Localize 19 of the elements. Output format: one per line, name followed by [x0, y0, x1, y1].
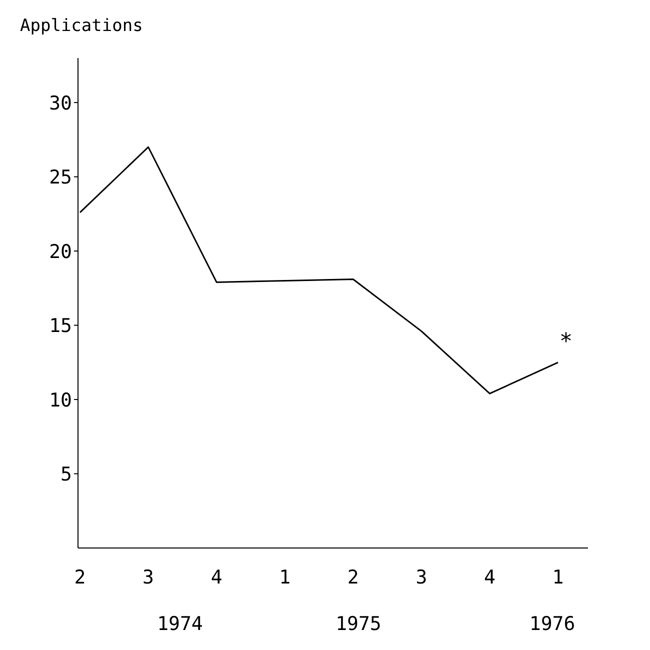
- y-axis-title: Applications: [20, 16, 143, 36]
- annotation: *: [559, 329, 573, 354]
- x-tick-label: 1: [552, 566, 564, 588]
- x-tick-label: 4: [210, 566, 222, 588]
- y-tick-label: 20: [49, 240, 72, 263]
- x-tick-label: 4: [484, 566, 496, 588]
- y-tick-label: 25: [49, 166, 72, 189]
- y-tick-label: 30: [49, 92, 72, 114]
- text: 1974: [156, 613, 204, 635]
- x-tick-label: 1: [279, 566, 291, 588]
- x-tick-label: 3: [416, 566, 428, 588]
- y-tick-label: 5: [60, 464, 72, 486]
- text: 1975: [334, 613, 382, 635]
- x-tick-label: 2: [74, 566, 86, 588]
- x-tick-label: 2: [347, 566, 359, 588]
- y-tick-label: 10: [49, 389, 72, 412]
- x-tick-label: 3: [142, 566, 154, 588]
- text: 1976: [528, 613, 576, 635]
- y-tick-label: 15: [49, 315, 72, 338]
